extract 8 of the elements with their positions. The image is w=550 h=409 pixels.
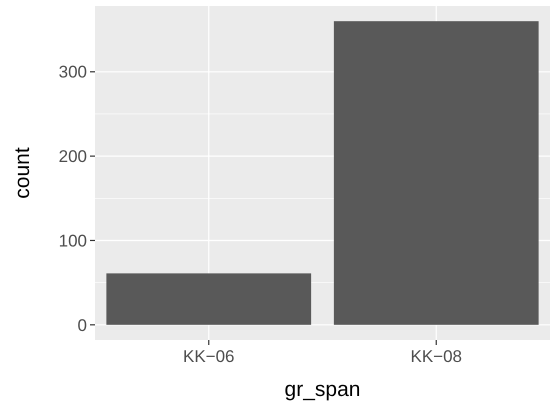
- y-tick-label: 100: [58, 231, 87, 250]
- x-tick-label: KK−06: [182, 347, 235, 366]
- y-tick-label: 200: [58, 147, 87, 166]
- y-tick-label: 0: [78, 316, 87, 335]
- x-axis-title: gr_span: [284, 378, 360, 401]
- x-tick-label: KK−08: [410, 347, 462, 366]
- y-tick-label: 300: [58, 62, 87, 82]
- y-axis-title: count: [11, 147, 34, 199]
